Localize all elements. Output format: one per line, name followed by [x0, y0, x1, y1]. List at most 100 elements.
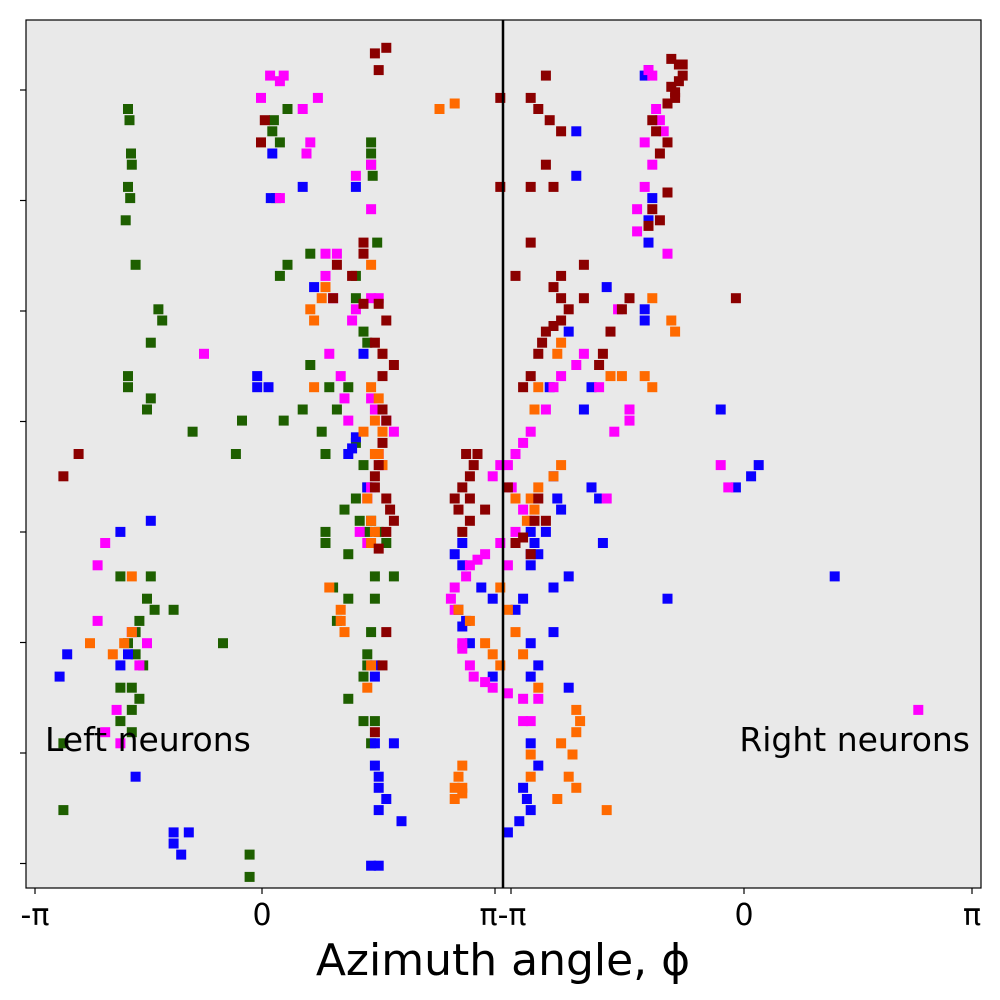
data-point	[373, 543, 384, 554]
data-point	[256, 92, 266, 103]
data-point	[366, 515, 377, 526]
data-point	[529, 538, 540, 548]
data-point	[540, 70, 551, 81]
data-point	[639, 315, 650, 326]
data-point	[107, 649, 118, 660]
data-point	[461, 571, 472, 582]
data-point	[366, 538, 377, 548]
data-point	[495, 538, 506, 548]
data-point	[339, 627, 350, 638]
data-point	[487, 649, 498, 660]
data-point	[388, 515, 399, 526]
data-point	[540, 404, 551, 415]
data-point	[525, 671, 536, 682]
data-point	[199, 348, 209, 359]
data-point	[366, 159, 377, 170]
data-point	[563, 326, 574, 337]
data-point	[126, 571, 137, 582]
data-point	[464, 560, 475, 571]
data-point	[369, 593, 380, 604]
data-point	[480, 677, 491, 688]
data-point	[601, 805, 612, 816]
data-point	[130, 649, 141, 660]
data-point	[518, 437, 529, 448]
data-point	[377, 404, 388, 415]
data-point	[654, 115, 665, 126]
data-point	[476, 582, 487, 593]
data-point	[92, 560, 103, 571]
data-point	[647, 159, 658, 170]
data-point	[533, 493, 544, 504]
data-point	[670, 92, 681, 103]
data-point	[643, 215, 654, 226]
data-point	[480, 504, 491, 515]
data-point	[385, 504, 396, 515]
data-point	[651, 104, 662, 114]
data-point	[601, 282, 612, 293]
data-point	[449, 582, 460, 593]
data-point	[335, 604, 346, 615]
data-point	[510, 270, 521, 281]
panel-label-left: Left neurons	[45, 720, 251, 759]
data-point	[552, 493, 563, 504]
data-point	[358, 237, 369, 248]
data-point	[594, 360, 605, 370]
data-point	[320, 526, 331, 537]
data-point	[134, 660, 145, 671]
data-point	[556, 337, 567, 348]
data-point	[502, 560, 513, 571]
data-point	[578, 293, 589, 304]
data-point	[335, 615, 346, 626]
data-point	[518, 716, 529, 727]
data-point	[464, 493, 475, 504]
y-ticks	[20, 89, 26, 865]
data-point	[145, 571, 156, 582]
data-point	[324, 348, 335, 359]
data-point	[369, 471, 380, 482]
data-point	[256, 137, 266, 148]
data-point	[324, 582, 335, 593]
data-point	[145, 515, 156, 526]
data-point	[130, 771, 141, 782]
data-point	[282, 104, 293, 114]
data-point	[366, 660, 377, 671]
data-point	[464, 615, 475, 626]
data-point	[244, 849, 255, 860]
data-point	[268, 115, 279, 126]
data-point	[449, 782, 460, 793]
data-point	[571, 170, 582, 181]
data-point	[267, 148, 278, 159]
data-point	[339, 504, 350, 515]
data-point	[502, 827, 513, 838]
data-point	[115, 571, 126, 582]
data-point	[753, 460, 764, 471]
data-point	[369, 449, 380, 459]
data-point	[533, 660, 544, 671]
data-point	[354, 526, 365, 537]
points-layer	[54, 42, 924, 882]
data-point	[111, 704, 122, 715]
data-point	[571, 782, 582, 793]
data-point	[366, 204, 377, 215]
data-point	[518, 782, 529, 793]
data-point	[369, 526, 380, 537]
data-point	[616, 304, 627, 315]
data-point	[263, 382, 274, 393]
data-point	[457, 526, 468, 537]
data-point	[829, 571, 840, 582]
data-point	[647, 293, 658, 304]
data-point	[533, 693, 544, 704]
data-point	[367, 170, 378, 181]
data-point	[320, 248, 331, 259]
data-point	[487, 671, 498, 682]
data-point	[540, 526, 551, 537]
data-point	[350, 493, 361, 504]
data-point	[556, 504, 567, 515]
data-point	[518, 693, 529, 704]
data-point	[552, 794, 563, 804]
data-point	[230, 449, 241, 459]
data-point	[134, 693, 145, 704]
data-point	[624, 404, 635, 415]
data-point	[468, 460, 479, 471]
